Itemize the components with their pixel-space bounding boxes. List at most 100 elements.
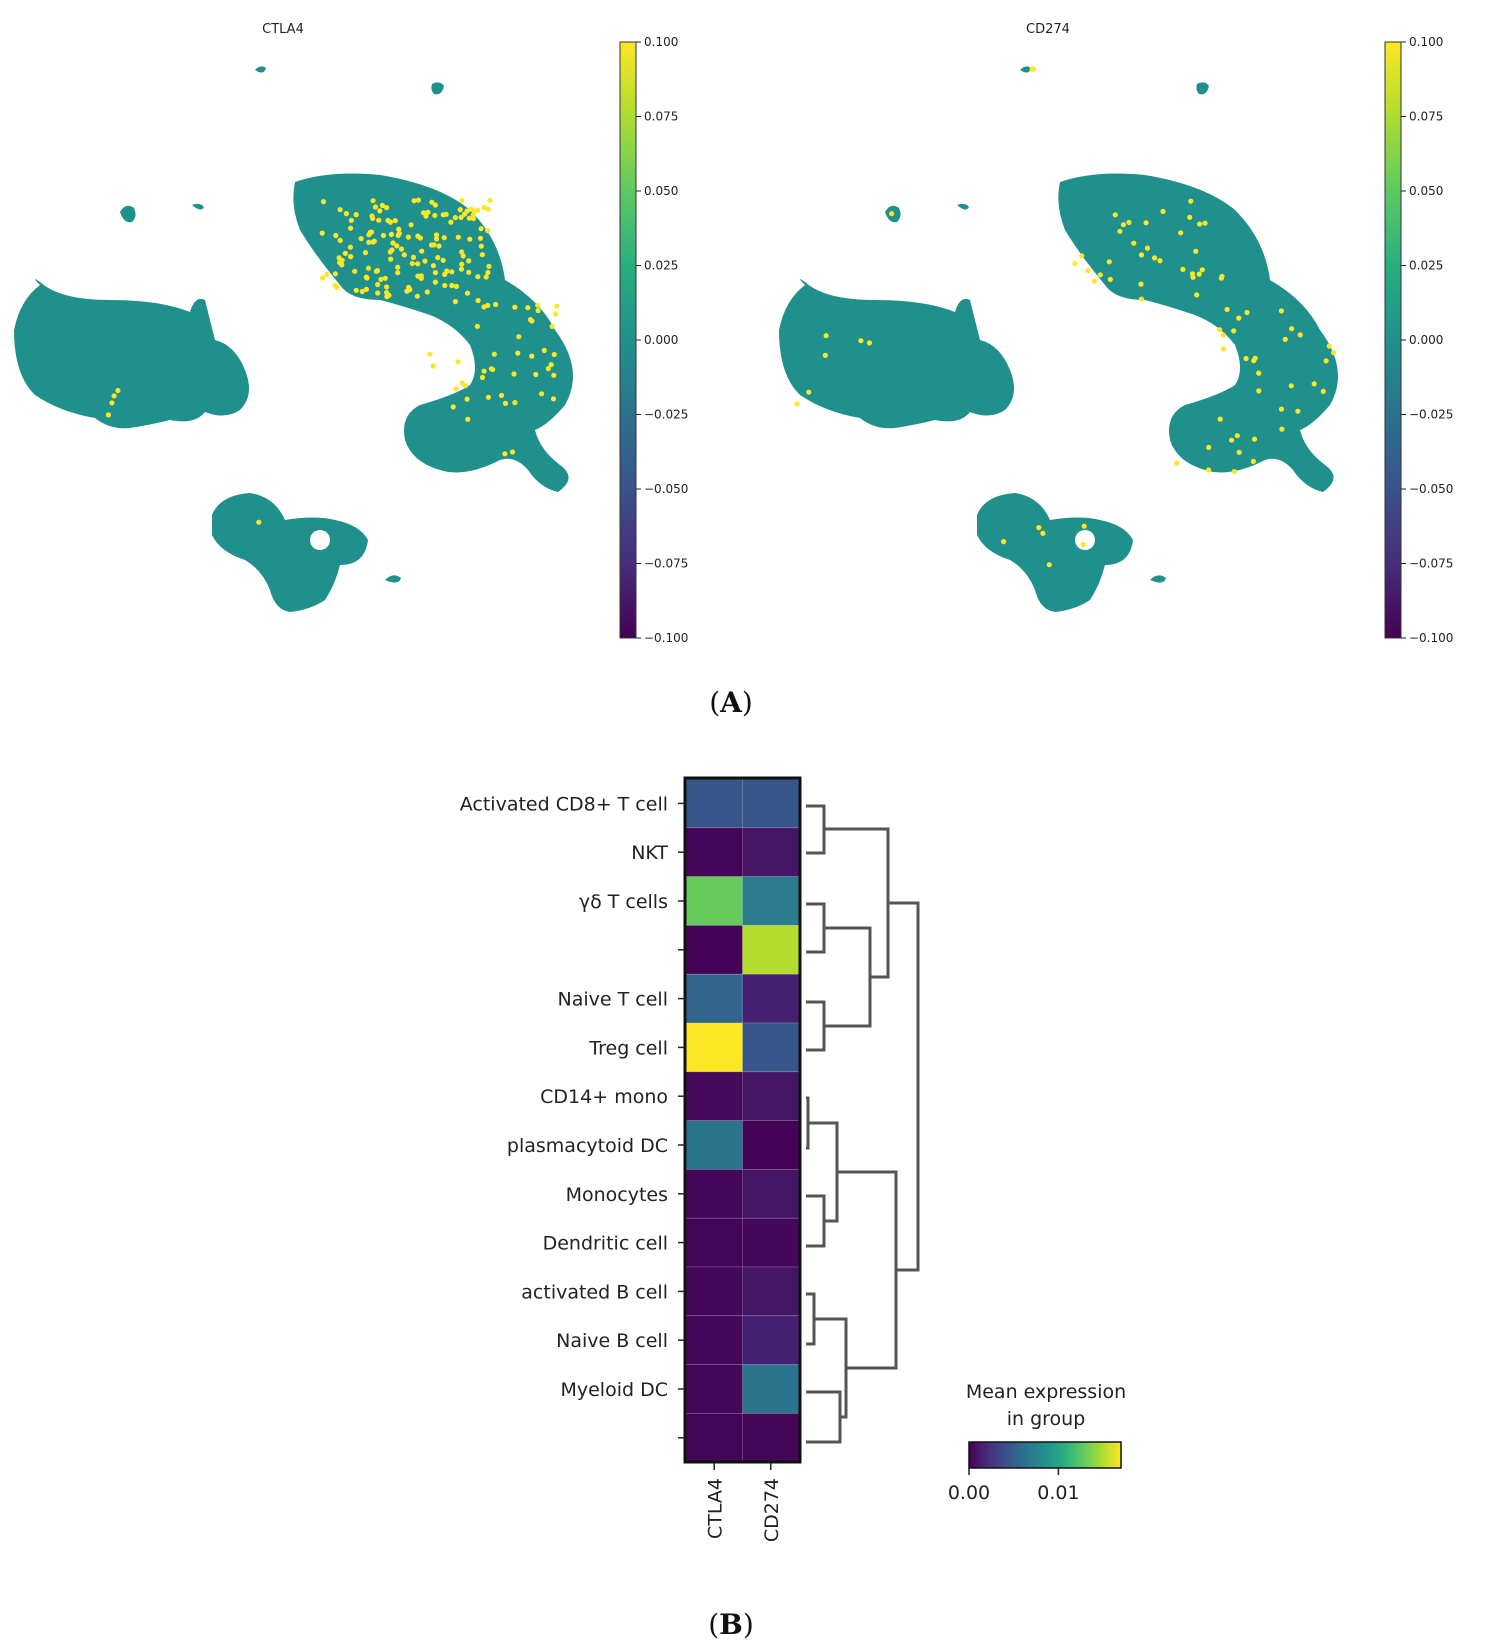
- dendrogram-branch: [806, 1292, 816, 1346]
- row-label: activated B cell: [521, 1281, 668, 1303]
- heatmap-cell: [742, 827, 800, 877]
- cluster-main-t-cells: [1058, 173, 1338, 492]
- cd274-expressing-cell: [1178, 230, 1184, 236]
- ctla4-expressing-cell: [485, 206, 491, 212]
- cd274-expressing-cell: [1180, 266, 1186, 272]
- ctla4-expressing-cell: [343, 211, 349, 217]
- ctla4-expressing-cell: [425, 209, 431, 215]
- legend-tick-label: 0.00: [948, 1482, 990, 1504]
- umap-cd274-expressing-cells: [794, 66, 1337, 568]
- cluster-myeloid: [14, 279, 249, 429]
- ctla4-expressing-cell: [458, 266, 465, 272]
- cd274-expressing-cell: [1224, 306, 1230, 312]
- heatmap-cell: [685, 1364, 743, 1414]
- ctla4-expressing-cell: [409, 260, 415, 267]
- ctla4-expressing-cell: [481, 368, 487, 374]
- ctla4-expressing-cell: [465, 416, 471, 422]
- ctla4-expressing-cell: [466, 215, 472, 221]
- ctla4-expressing-cell: [256, 519, 262, 525]
- colorbar-tick-label: 0.100: [1409, 35, 1443, 49]
- ctla4-expressing-cell: [408, 222, 414, 228]
- ctla4-expressing-cell: [431, 242, 437, 248]
- row-label: plasmacytoid DC: [507, 1135, 668, 1157]
- cd274-expressing-cell: [1138, 296, 1144, 302]
- ctla4-expressing-cell: [478, 226, 484, 232]
- b-cells-hole: [310, 530, 330, 550]
- umap-ctla4-clusters: [14, 66, 573, 612]
- ctla4-expressing-cell: [390, 240, 396, 246]
- ctla4-expressing-cell: [366, 239, 372, 245]
- ctla4-expressing-cell: [479, 374, 486, 381]
- ctla4-expressing-cell: [392, 218, 398, 224]
- legend-ticks: 0.00 0.01: [948, 1468, 1080, 1504]
- ctla4-expressing-cell: [475, 207, 481, 213]
- ctla4-expressing-cell: [553, 311, 559, 317]
- cd274-expressing-cell: [1219, 273, 1225, 279]
- ctla4-expressing-cell: [449, 269, 455, 275]
- ctla4-expressing-cell: [359, 288, 365, 295]
- ctla4-expressing-cell: [358, 236, 364, 242]
- ctla4-expressing-cell: [541, 347, 547, 353]
- colorbar-tick-label: −0.075: [1409, 557, 1453, 571]
- ctla4-expressing-cell: [459, 261, 465, 267]
- ctla4-expressing-cell: [404, 288, 410, 294]
- cd274-expressing-cell: [1197, 221, 1203, 227]
- ctla4-expressing-cell: [448, 219, 454, 225]
- dendrogram-branch: [806, 1194, 826, 1248]
- cd274-expressing-cell: [1282, 336, 1288, 342]
- ctla4-expressing-cell: [458, 214, 464, 220]
- cd274-expressing-cell: [1289, 326, 1295, 332]
- heatmap-cell: [742, 778, 800, 829]
- cd274-expressing-cell: [889, 211, 895, 217]
- cluster-top-right: [1196, 82, 1209, 95]
- cd274-expressing-cell: [1112, 212, 1118, 218]
- heatmap-cell: [742, 1169, 800, 1219]
- cd274-expressing-cell: [1117, 228, 1123, 234]
- cd274-expressing-cell: [1220, 346, 1227, 352]
- ctla4-expressing-cell: [529, 353, 535, 359]
- cd274-expressing-cell: [1297, 332, 1303, 338]
- colorbar-tick-label: −0.050: [644, 482, 688, 496]
- cd274-expressing-cell: [1206, 467, 1212, 473]
- cd274-expressing-cell: [1152, 255, 1158, 261]
- ctla4-expressing-cell: [348, 254, 354, 260]
- ctla4-expressing-cell: [470, 212, 476, 218]
- legend-title-line1: Mean expression: [966, 1381, 1126, 1403]
- cd274-expressing-cell: [1193, 248, 1199, 254]
- ctla4-expressing-cell: [369, 213, 375, 219]
- cd274-expressing-cell: [1202, 220, 1208, 226]
- cd274-expressing-cell: [1138, 252, 1145, 258]
- ctla4-expressing-cell: [457, 207, 463, 213]
- heatmap-cell: [685, 1315, 743, 1366]
- ctla4-expressing-cell: [444, 268, 450, 274]
- ctla4-expressing-cell: [512, 400, 518, 406]
- heatmap-cell: [742, 1413, 800, 1463]
- legend-colorbar: [968, 1441, 1122, 1469]
- ctla4-expressing-cell: [467, 236, 473, 242]
- ctla4-expressing-cell: [401, 252, 407, 258]
- ctla4-expressing-cell: [320, 275, 326, 281]
- ctla4-expressing-cell: [418, 273, 424, 279]
- ctla4-expressing-cell: [481, 204, 487, 210]
- ctla4-expressing-cell: [109, 400, 115, 406]
- cd274-expressing-cell: [823, 333, 829, 339]
- ctla4-expressing-cell: [366, 232, 372, 238]
- row-label: Monocytes: [566, 1184, 668, 1206]
- dendrogram-branch: [824, 926, 872, 1028]
- row-label: Myeloid DC: [560, 1379, 668, 1401]
- cd274-expressing-cell: [1278, 406, 1285, 412]
- ctla4-expressing-cell: [342, 250, 348, 256]
- ctla4-expressing-cell: [396, 226, 402, 232]
- row-label: Naive T cell: [558, 989, 668, 1011]
- ctla4-expressing-cell: [377, 208, 383, 214]
- heatmap-cell: [742, 1315, 800, 1366]
- ctla4-expressing-cell: [320, 199, 327, 205]
- heatmap-cell: [742, 1364, 800, 1414]
- ctla4-expressing-cell: [411, 198, 417, 204]
- ctla4-expressing-cell: [460, 253, 466, 259]
- ctla4-expressing-cell: [376, 217, 382, 223]
- ctla4-expressing-cell: [464, 290, 471, 296]
- cd274-expressing-cell: [1189, 271, 1196, 277]
- heatmap-cell: [685, 876, 743, 926]
